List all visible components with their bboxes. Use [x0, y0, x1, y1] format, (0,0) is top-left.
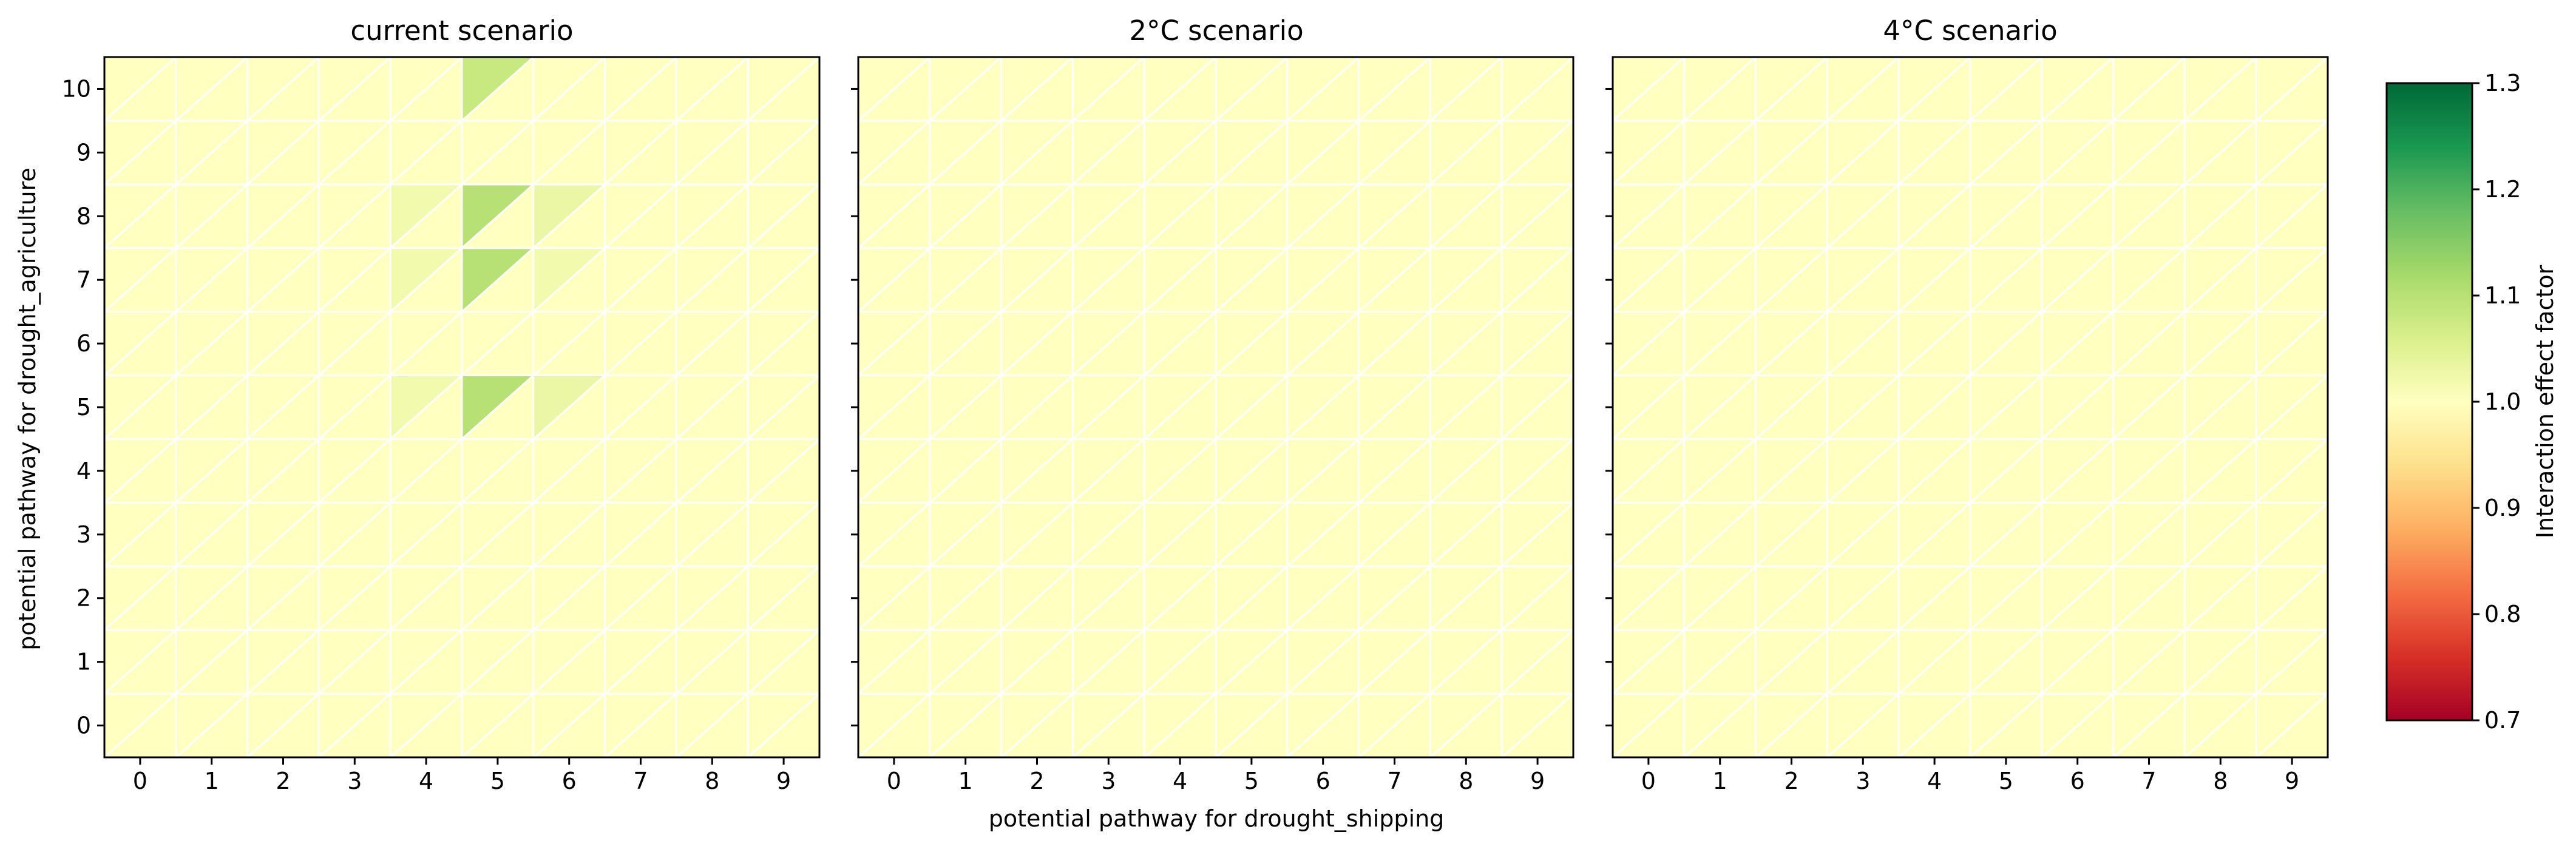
colorbar-tick-label: 1.2	[2484, 176, 2521, 203]
x-tick-label: 1	[958, 768, 973, 794]
x-tick-label: 0	[133, 768, 147, 794]
x-tick-label: 1	[1713, 768, 1727, 794]
y-tick-label: 2	[76, 585, 91, 612]
x-tick-label: 0	[1641, 768, 1656, 794]
colorbar-tick-label: 1.3	[2484, 70, 2521, 96]
x-tick-label: 8	[1459, 768, 1473, 794]
y-tick-label: 6	[76, 330, 91, 357]
panel-title-2c: 2°C scenario	[1129, 15, 1303, 47]
x-tick-label: 6	[1316, 768, 1330, 794]
x-tick-label: 1	[205, 768, 219, 794]
x-tick-label: 7	[1387, 768, 1402, 794]
panel-1: 0 1 2 3 4 5 6 7 8 9	[851, 55, 1576, 794]
x-tick-label: 2	[276, 768, 290, 794]
x-tick-label: 4	[1173, 768, 1187, 794]
x-tick-label: 5	[490, 768, 505, 794]
x-tick-label: 4	[419, 768, 433, 794]
y-tick-label: 3	[76, 521, 91, 548]
y-tick-label: 1	[76, 649, 91, 675]
y-tick-label: 0	[76, 712, 91, 739]
x-tick-label: 8	[705, 768, 719, 794]
colorbar	[2385, 82, 2473, 722]
x-tick-label: 9	[1530, 768, 1545, 794]
colorbar-label: Interaction effect factor	[2532, 265, 2558, 538]
panel-title-current: current scenario	[350, 15, 573, 47]
y-tick-label: 4	[76, 458, 91, 484]
y-tick-label: 9	[76, 139, 91, 166]
panel-title-4c: 4°C scenario	[1883, 15, 2057, 47]
x-tick-label: 8	[2213, 768, 2228, 794]
colorbar-tick-label: 0.9	[2484, 495, 2521, 521]
y-tick-label: 5	[76, 394, 91, 421]
x-tick-label: 7	[2141, 768, 2156, 794]
x-tick-label: 0	[887, 768, 901, 794]
colorbar-tick-label: 1.1	[2484, 282, 2521, 309]
x-tick-label: 3	[1101, 768, 1116, 794]
y-tick-label: 8	[76, 203, 91, 229]
x-tick-label: 3	[1856, 768, 1870, 794]
x-tick-label: 3	[347, 768, 362, 794]
x-tick-label: 4	[1927, 768, 1942, 794]
y-tick-label: 10	[62, 75, 91, 102]
x-tick-label: 2	[1784, 768, 1798, 794]
x-tick-label: 2	[1029, 768, 1044, 794]
x-tick-label: 9	[776, 768, 791, 794]
x-tick-label: 5	[1999, 768, 2013, 794]
panel-0: 0 1 2 3 4 5 6 7 8 9 0 1 2 3 4 5 6 7 8 9 10	[62, 55, 822, 794]
colorbar-tick-label: 0.8	[2484, 601, 2521, 627]
y-tick-label: 7	[76, 266, 91, 293]
colorbar-tick-label: 0.7	[2484, 707, 2521, 734]
y-axis-label: potential pathway for drought_agricultur…	[14, 167, 41, 650]
x-tick-label: 9	[2285, 768, 2299, 794]
x-axis-label: potential pathway for drought_shipping	[989, 805, 1445, 832]
x-tick-label: 5	[1244, 768, 1259, 794]
x-tick-label: 6	[562, 768, 577, 794]
colorbar-tick-label: 1.0	[2484, 388, 2521, 415]
x-tick-label: 6	[2070, 768, 2085, 794]
panel-2: 0 1 2 3 4 5 6 7 8 9	[1605, 55, 2330, 794]
x-tick-label: 7	[633, 768, 648, 794]
